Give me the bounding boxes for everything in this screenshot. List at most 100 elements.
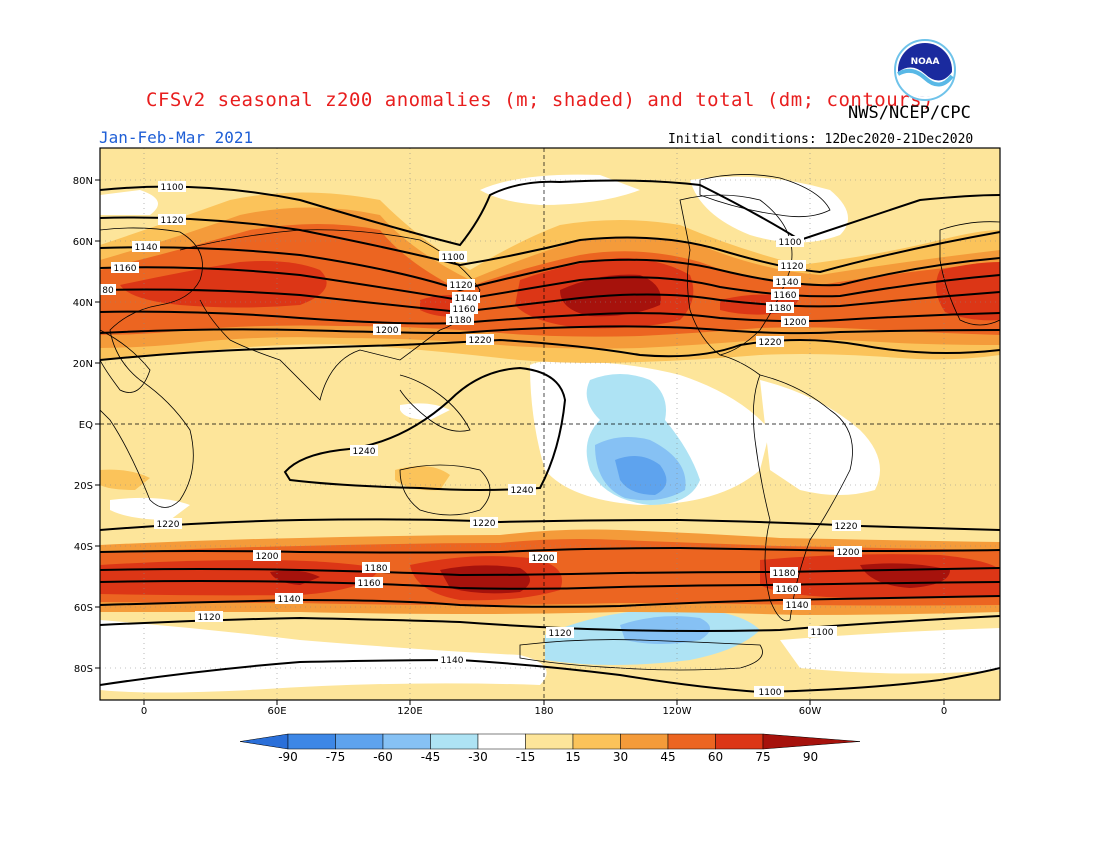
colorbar-arrow-low	[239, 733, 289, 750]
contour-label-bg	[832, 520, 860, 531]
contour-label-bg	[466, 334, 494, 345]
colorbar-label: -30	[468, 750, 488, 764]
agency-label: NWS/NCEP/CPC	[848, 103, 971, 123]
contour-label: 1220	[473, 519, 496, 529]
colorbar-label: 15	[565, 750, 580, 764]
contour-label: 1200	[376, 326, 399, 336]
lat-tick-label: 20S	[74, 481, 93, 492]
colorbar-cell	[620, 733, 669, 750]
contour-label: 1220	[469, 336, 492, 346]
contour-label: 1140	[776, 278, 799, 288]
contour-label-bg	[771, 289, 799, 300]
contour-label: 1120	[161, 216, 184, 226]
reference-lines	[100, 148, 1000, 700]
noaa-logo: NOAA	[894, 39, 956, 101]
contour-label-bg	[773, 583, 801, 594]
contour-label-bg	[546, 627, 574, 638]
contour-label: 1100	[442, 253, 465, 263]
contour-label: 1100	[779, 238, 802, 248]
colorbar-cell	[525, 733, 574, 750]
lat-tick-label: EQ	[79, 420, 93, 431]
latitude-axis: 80N 60N 40N 20N EQ 20S 40S 60S 80S	[73, 176, 100, 675]
contour-label-bg	[756, 686, 784, 697]
contour-label-bg	[373, 324, 401, 335]
contour-label-bg	[470, 517, 498, 528]
contour-label-bg	[195, 611, 223, 622]
contour-labels: 1100112011401160801100112011401160118012…	[100, 181, 862, 698]
contour-label-bg	[132, 241, 160, 252]
contour-label: 1120	[781, 262, 804, 272]
lon-tick-label: 180	[534, 706, 553, 717]
colorbar-cell	[572, 733, 621, 750]
longitude-axis: 0 60E 120E 180 120W 60W 0	[141, 700, 947, 717]
lon-tick-label: 60W	[799, 706, 822, 717]
contour-label: 1120	[198, 613, 221, 623]
colorbar-cell	[335, 733, 384, 750]
contour-label-bg	[447, 279, 475, 290]
lat-tick-label: 80N	[73, 176, 93, 187]
lon-tick-label: 0	[141, 706, 147, 717]
contour-label-bg	[773, 276, 801, 287]
negative-anomaly-regions	[545, 374, 760, 665]
colorbar-label: -75	[326, 750, 346, 764]
colorbar-label: 30	[613, 750, 628, 764]
contour-label: 1240	[353, 447, 376, 457]
lon-tick-label: 120W	[663, 706, 692, 717]
contour-label: 1100	[811, 628, 834, 638]
contour-label-bg	[158, 181, 186, 192]
coastlines	[100, 174, 1000, 671]
contour-label: 1100	[161, 183, 184, 193]
noaa-logo-text: NOAA	[911, 57, 940, 67]
colorbar-label: -60	[373, 750, 393, 764]
contour-label: 1160	[358, 579, 381, 589]
colorbar-label: 45	[660, 750, 675, 764]
contour-label-bg	[450, 303, 478, 314]
contour-label: 80	[102, 286, 114, 296]
contour-label-bg	[439, 251, 467, 262]
contour-label: 1140	[135, 243, 158, 253]
contour-label-bg	[834, 546, 862, 557]
contour-label-bg	[781, 316, 809, 327]
lon-tick-label: 60E	[267, 706, 286, 717]
contour-label: 1200	[532, 554, 555, 564]
contour-label: 1180	[449, 316, 472, 326]
colorbar-label: 75	[755, 750, 770, 764]
contour-label: 1220	[759, 338, 782, 348]
contour-label-bg	[508, 484, 536, 495]
colorbar-label: -45	[421, 750, 441, 764]
contour-label: 1220	[835, 522, 858, 532]
contour-label: 1180	[769, 304, 792, 314]
contour-label-bg	[154, 518, 182, 529]
contour-label-bg	[446, 314, 474, 325]
contour-label: 1160	[453, 305, 476, 315]
contour-label-bg	[350, 445, 378, 456]
contour-label-bg	[253, 550, 281, 561]
contour-label-bg	[362, 562, 390, 573]
contour-label: 1160	[774, 291, 797, 301]
contour-label-bg	[355, 577, 383, 588]
contour-label: 1140	[786, 601, 809, 611]
initial-conditions: Initial conditions: 12Dec2020-21Dec2020	[668, 132, 974, 147]
contour-label: 1200	[784, 318, 807, 328]
lat-tick-label: 40S	[74, 542, 93, 553]
contour-label: 1140	[278, 595, 301, 605]
colorbar-cell	[287, 733, 336, 750]
contour-label: 1120	[549, 629, 572, 639]
colorbar-label: 60	[708, 750, 723, 764]
lat-tick-label: 40N	[73, 298, 93, 309]
contour-label-bg	[766, 302, 794, 313]
map-panel: 1100112011401160801100112011401160118012…	[100, 148, 1000, 700]
contour-label: 1140	[455, 294, 478, 304]
colorbar-label: -15	[516, 750, 536, 764]
colorbar-label: -90	[278, 750, 298, 764]
contour-label-bg	[100, 284, 116, 295]
lat-tick-label: 60S	[74, 603, 93, 614]
contour-label: 1220	[157, 520, 180, 530]
colorbar-cell	[430, 733, 479, 750]
contour-label-bg	[776, 236, 804, 247]
lat-tick-label: 20N	[73, 359, 93, 370]
lon-tick-label: 0	[941, 706, 947, 717]
contour-label-bg	[808, 626, 836, 637]
